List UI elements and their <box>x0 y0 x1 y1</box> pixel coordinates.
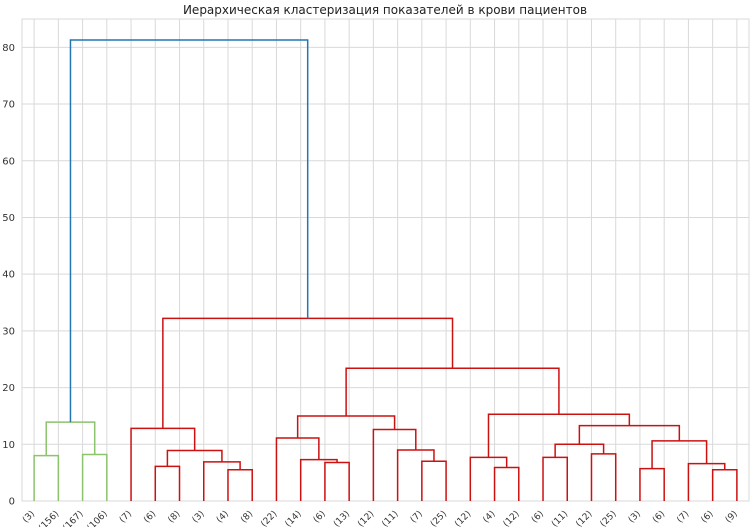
x-tick-label: (156) <box>37 509 61 527</box>
dendrogram-link <box>493 466 520 501</box>
y-tick-label: 80 <box>2 43 15 54</box>
chart-title: Иерархическая кластеризация показателей … <box>183 3 587 17</box>
y-tick-label: 40 <box>2 270 15 281</box>
dendrogram-link <box>130 427 196 501</box>
x-tick-label: (25) <box>429 509 449 527</box>
dendrogram-link <box>345 367 560 416</box>
x-tick-label: (11) <box>550 509 570 527</box>
x-tick-label: (6) <box>651 509 667 525</box>
y-tick-label: 10 <box>2 440 15 451</box>
x-tick-label: (7) <box>409 509 425 525</box>
y-tick-label: 50 <box>2 213 15 224</box>
x-tick-label: (7) <box>675 509 691 525</box>
x-tick-label: (12) <box>574 509 594 527</box>
x-tick-label: (6) <box>530 509 546 525</box>
y-axis: 0 10 20 30 40 50 60 70 80 <box>2 43 15 508</box>
x-tick-label: (4) <box>215 509 231 525</box>
y-tick-label: 60 <box>2 156 15 167</box>
dendrogram-link <box>542 456 568 501</box>
dendrogram-link <box>227 469 253 501</box>
y-tick-label: 70 <box>2 100 15 111</box>
x-axis: (3) (156) (167) (106) (7) (6) (8) (3) (4) (8) (22)… <box>21 509 740 527</box>
dendrogram-link <box>69 39 309 423</box>
dendrogram-link <box>324 461 350 501</box>
x-tick-label: (9) <box>724 509 740 525</box>
x-tick-label: (3) <box>21 509 37 525</box>
dendrogram-link <box>711 469 738 501</box>
x-tick-label: (167) <box>61 509 85 527</box>
x-tick-label: (7) <box>118 509 134 525</box>
dendrogram-link <box>296 415 396 439</box>
dendrogram-link <box>372 428 417 501</box>
x-tick-label: (12) <box>356 509 376 527</box>
dendrogram-link <box>33 454 60 501</box>
dendrogram-link <box>651 440 708 469</box>
dendrogram-link <box>154 465 181 501</box>
x-tick-label: (3) <box>627 509 643 525</box>
grid <box>21 18 750 502</box>
x-tick-label: (6) <box>700 509 716 525</box>
y-tick-label: 0 <box>9 497 15 508</box>
dendrogram-link <box>299 458 338 501</box>
x-tick-label: (3) <box>191 509 207 525</box>
x-tick-label: (8) <box>239 509 255 525</box>
x-tick-label: (6) <box>142 509 158 525</box>
x-tick-label: (25) <box>599 509 619 527</box>
dendrogram-link <box>275 437 320 501</box>
x-tick-label: (13) <box>332 509 352 527</box>
dendrogram-link <box>421 460 447 501</box>
dendrogram-link <box>639 467 665 501</box>
dendrogram-links <box>33 39 738 501</box>
x-tick-label: (6) <box>312 509 328 525</box>
dendrogram-link <box>81 453 108 501</box>
x-tick-label: (4) <box>481 509 497 525</box>
dendrogram-link <box>487 413 631 458</box>
x-tick-label: (14) <box>284 509 304 527</box>
dendrogram-link <box>590 453 617 501</box>
dendrogram-link <box>469 456 508 501</box>
x-tick-label: (11) <box>380 509 400 527</box>
x-tick-label: (12) <box>453 509 473 527</box>
x-tick-label: (22) <box>259 509 279 527</box>
y-tick-label: 30 <box>2 326 15 337</box>
dendrogram-link <box>162 317 454 429</box>
y-tick-label: 20 <box>2 383 15 394</box>
dendrogram-link <box>166 449 223 467</box>
x-tick-label: (12) <box>502 509 522 527</box>
dendrogram-link <box>45 421 96 456</box>
dendrogram-link <box>554 443 605 458</box>
x-tick-label: (106) <box>86 509 110 527</box>
x-tick-label: (8) <box>166 509 182 525</box>
dendrogram-link <box>396 449 435 501</box>
dendrogram-link <box>203 461 241 501</box>
